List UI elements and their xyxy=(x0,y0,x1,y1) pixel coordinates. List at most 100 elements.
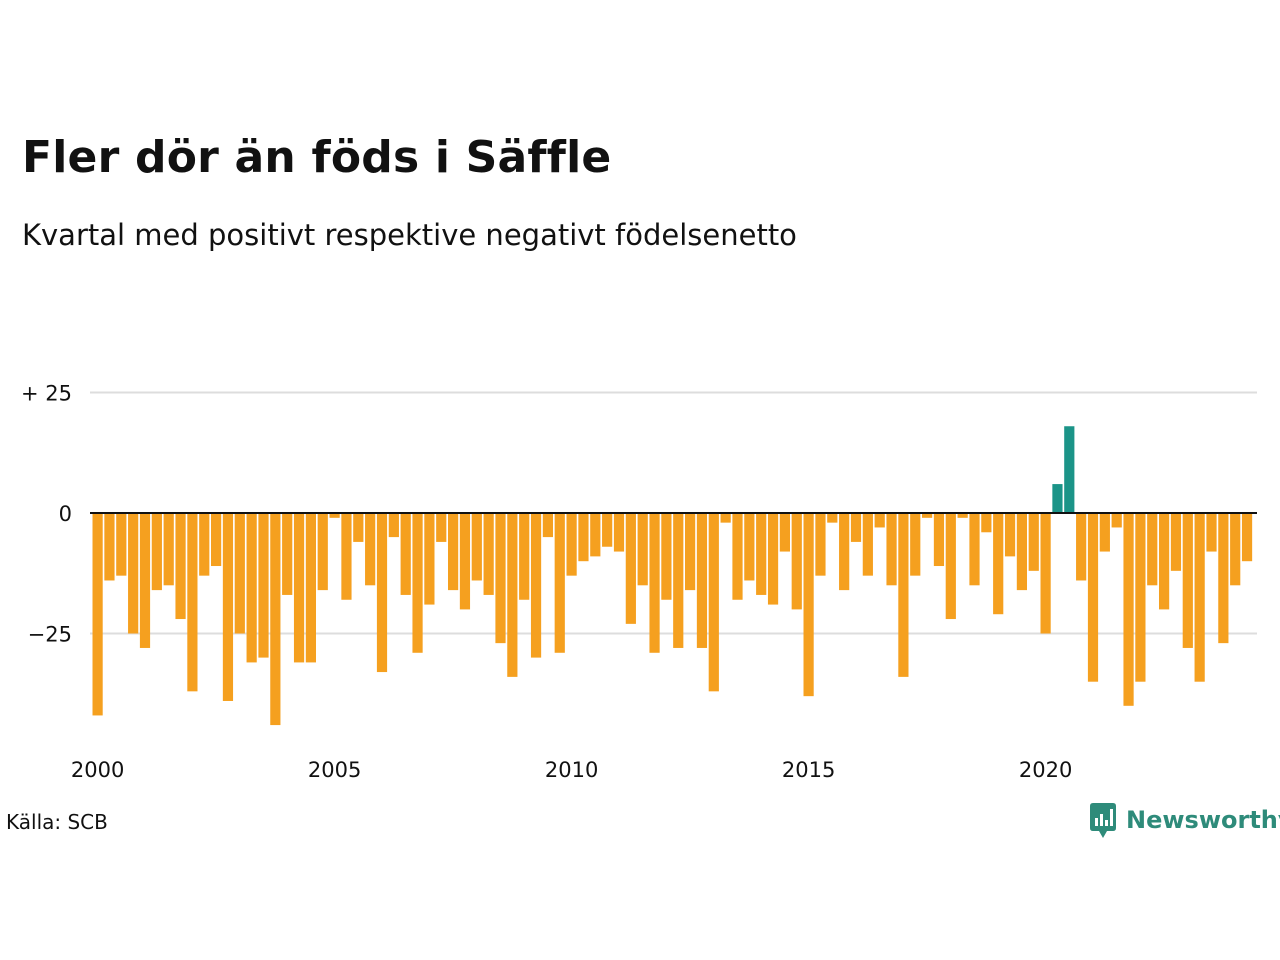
newsworthy-logo-icon xyxy=(1090,803,1116,838)
bar xyxy=(519,513,530,600)
bar xyxy=(827,513,838,523)
bar xyxy=(234,513,245,634)
bar xyxy=(578,513,589,562)
bar xyxy=(993,513,1004,615)
bar xyxy=(542,513,553,538)
bar xyxy=(1230,513,1241,586)
y-tick-label: + 25 xyxy=(21,382,72,406)
bar xyxy=(886,513,897,586)
bar xyxy=(1028,513,1039,571)
bar xyxy=(317,513,328,591)
bar xyxy=(673,513,684,648)
bar xyxy=(199,513,210,576)
bar xyxy=(744,513,755,581)
bar xyxy=(293,513,305,663)
bar xyxy=(756,513,767,595)
bar xyxy=(151,513,162,591)
bar xyxy=(365,513,376,586)
bar xyxy=(637,513,648,586)
bar xyxy=(376,513,388,673)
bar xyxy=(1206,513,1217,552)
bar xyxy=(898,513,909,677)
x-tick-label: 2000 xyxy=(71,758,124,782)
bar xyxy=(732,513,743,600)
bar xyxy=(590,513,601,557)
bar xyxy=(530,513,542,658)
chart-subtitle: Kvartal med positivt respektive negativt… xyxy=(22,218,797,252)
bar xyxy=(471,513,482,581)
bar xyxy=(1147,513,1158,586)
bar xyxy=(933,513,945,567)
bar xyxy=(187,513,198,692)
bar xyxy=(1052,484,1063,513)
bar xyxy=(1064,426,1075,513)
bar xyxy=(1241,513,1253,562)
bar xyxy=(1076,513,1087,581)
bar xyxy=(92,513,103,716)
bar xyxy=(459,513,471,610)
bar xyxy=(495,513,506,644)
bar xyxy=(1111,513,1122,528)
bar xyxy=(850,513,862,542)
x-tick-label: 2010 xyxy=(545,758,598,782)
bar xyxy=(613,513,625,552)
bar xyxy=(767,513,779,605)
bar xyxy=(708,513,719,692)
bar xyxy=(1040,513,1051,634)
bar xyxy=(839,513,850,591)
bar xyxy=(424,513,435,605)
bar xyxy=(507,513,518,677)
bar xyxy=(554,513,565,653)
bar xyxy=(649,513,660,653)
bar xyxy=(139,513,151,648)
bar xyxy=(483,513,494,595)
bar xyxy=(282,513,293,595)
bar xyxy=(258,513,269,658)
bars xyxy=(92,426,1253,726)
bar xyxy=(1218,513,1229,644)
bar xyxy=(874,513,885,528)
x-tick-label: 2005 xyxy=(308,758,361,782)
bar xyxy=(400,513,411,595)
bar xyxy=(602,513,613,547)
bar xyxy=(305,513,316,663)
bar xyxy=(945,513,956,620)
bar xyxy=(625,513,636,624)
bar xyxy=(957,513,968,518)
bar xyxy=(696,513,708,648)
bar xyxy=(981,513,992,533)
bar xyxy=(720,513,731,523)
bar xyxy=(448,513,459,591)
axes: + 25 0 −25 2000 2005 2010 2015 2020 xyxy=(21,382,1257,782)
bar xyxy=(436,513,447,542)
bar xyxy=(1004,513,1016,557)
bar xyxy=(246,513,257,663)
bar xyxy=(1135,513,1146,682)
bar xyxy=(791,513,802,610)
bar xyxy=(1170,513,1182,571)
brand-logo: Newsworthy xyxy=(1088,800,1280,840)
bar xyxy=(566,513,577,576)
bar xyxy=(1016,513,1027,591)
bar xyxy=(116,513,127,576)
bar xyxy=(412,513,423,653)
y-tick-label: 0 xyxy=(59,502,72,526)
bar xyxy=(969,513,980,586)
bar xyxy=(661,513,672,600)
bar xyxy=(1159,513,1170,610)
bar xyxy=(104,513,115,581)
bar xyxy=(815,513,826,576)
bar xyxy=(1194,513,1205,682)
bar xyxy=(128,513,139,634)
bar xyxy=(222,513,234,701)
bar xyxy=(803,513,814,697)
brand-name: Newsworthy xyxy=(1126,806,1280,834)
bar xyxy=(341,513,352,600)
bar xyxy=(685,513,696,591)
source-note: Källa: SCB xyxy=(6,810,108,834)
bar xyxy=(922,513,933,518)
bar xyxy=(910,513,921,576)
y-tick-label: −25 xyxy=(28,623,72,647)
